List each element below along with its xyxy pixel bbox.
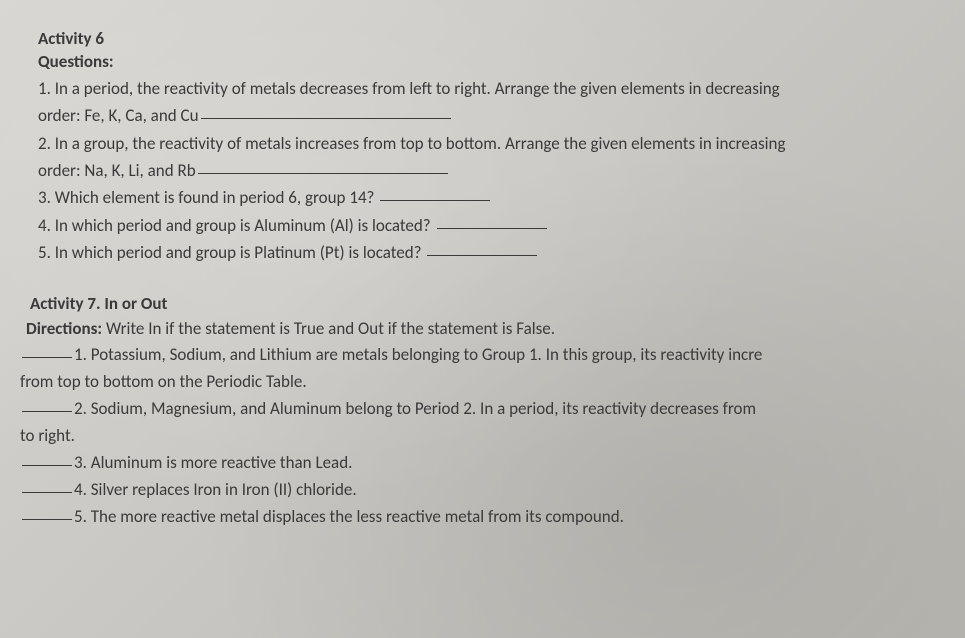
- blank-item-4[interactable]: [22, 492, 72, 493]
- directions-line: Directions: Write In if the statement is…: [26, 318, 965, 339]
- item-2-line2: to right.: [20, 423, 965, 450]
- item-2-text1: 2. Sodium, Magnesium, and Aluminum belon…: [74, 398, 756, 419]
- directions-text: Write In if the statement is True and Ou…: [102, 318, 555, 339]
- question-2-prefix: order: Na, K, Li, and Rb: [38, 160, 196, 181]
- question-1-line2: order: Fe, K, Ca, and Cu: [38, 103, 965, 129]
- item-5: 5. The more reactive metal displaces the…: [20, 504, 965, 531]
- blank-answer-2[interactable]: [198, 173, 448, 174]
- question-1-prefix: order: Fe, K, Ca, and Cu: [38, 105, 199, 126]
- blank-item-3[interactable]: [22, 465, 72, 466]
- directions-label: Directions:: [26, 318, 102, 339]
- question-4: 4. In which period and group is Aluminum…: [38, 213, 965, 239]
- blank-item-1[interactable]: [22, 357, 72, 358]
- blank-item-2[interactable]: [22, 411, 72, 412]
- blank-answer-3[interactable]: [380, 200, 490, 201]
- question-4-text: 4. In which period and group is Aluminum…: [38, 215, 431, 236]
- item-1-line1: 1. Potassium, Sodium, and Lithium are me…: [20, 342, 965, 369]
- item-2-line1: 2. Sodium, Magnesium, and Aluminum belon…: [20, 396, 965, 423]
- activity6-title: Activity 6: [38, 28, 965, 49]
- question-5-text: 5. In which period and group is Platinum…: [38, 242, 422, 263]
- question-1-line1: 1. In a period, the reactivity of metals…: [38, 76, 965, 102]
- item-3-text: 3. Aluminum is more reactive than Lead.: [74, 452, 352, 473]
- question-3-text: 3. Which element is found in period 6, g…: [38, 187, 374, 208]
- item-1-line2: from top to bottom on the Periodic Table…: [20, 369, 965, 396]
- item-5-text: 5. The more reactive metal displaces the…: [74, 506, 624, 527]
- activity7-title: Activity 7. In or Out: [30, 293, 965, 314]
- question-2-line1: 2. In a group, the reactivity of metals …: [38, 131, 965, 157]
- blank-answer-4[interactable]: [437, 228, 547, 229]
- blank-answer-5[interactable]: [427, 255, 537, 256]
- question-2-line2: order: Na, K, Li, and Rb: [38, 158, 965, 184]
- question-5: 5. In which period and group is Platinum…: [38, 240, 965, 266]
- item-1-text1: 1. Potassium, Sodium, and Lithium are me…: [74, 344, 762, 365]
- item-3: 3. Aluminum is more reactive than Lead.: [20, 450, 965, 477]
- questions-heading: Questions:: [38, 51, 965, 72]
- question-3: 3. Which element is found in period 6, g…: [38, 185, 965, 211]
- blank-answer-1[interactable]: [201, 118, 451, 119]
- item-4-text: 4. Silver replaces Iron in Iron (II) chl…: [74, 479, 357, 500]
- blank-item-5[interactable]: [22, 519, 72, 520]
- item-4: 4. Silver replaces Iron in Iron (II) chl…: [20, 477, 965, 504]
